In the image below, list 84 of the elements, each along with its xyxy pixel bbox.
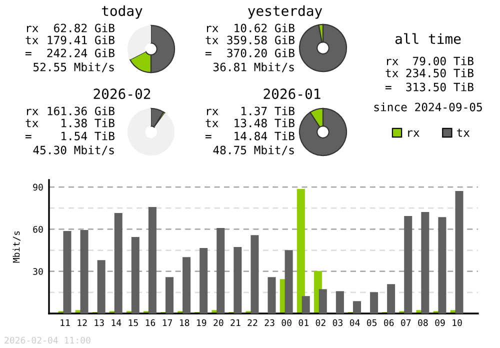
- y-tick-label: 90: [33, 184, 43, 191]
- y-axis-title: Mbit/s: [12, 231, 20, 263]
- x-tick-label: 14: [112, 319, 122, 326]
- x-tick-label: 18: [180, 319, 190, 326]
- y-tick-label: 60: [33, 226, 43, 233]
- x-tick-label: 09: [435, 319, 445, 326]
- text: = 242.24 GiB: [25, 48, 114, 58]
- text: = 313.50 TiB: [385, 82, 474, 92]
- bar: [318, 289, 327, 314]
- bar: [284, 250, 293, 314]
- bar: [63, 231, 72, 314]
- bar: [216, 228, 225, 314]
- donut-slice: [127, 25, 151, 60]
- x-tick-label: 00: [282, 319, 292, 326]
- x-tick-label: 23: [264, 319, 274, 326]
- bar: [182, 257, 191, 314]
- text: tx 359.58 GiB: [206, 36, 294, 44]
- bar: [387, 284, 396, 314]
- text: 36.81 Mbit/s: [213, 62, 294, 72]
- x-tick-label: 13: [94, 319, 104, 326]
- x-tick-label: 03: [332, 319, 342, 326]
- x-tick-label: 21: [230, 319, 240, 326]
- text: 48.75 Mbit/s: [213, 146, 294, 156]
- text: = 1.54 TiB: [25, 132, 114, 140]
- text: tx 13.48 TiB: [206, 118, 294, 128]
- x-tick-label: 01: [298, 319, 308, 326]
- bar: [352, 301, 361, 314]
- x-tick-label: 20: [214, 319, 224, 326]
- text: = 14.84 TiB: [205, 132, 294, 140]
- x-tick-label: 17: [162, 319, 172, 326]
- text: rx 62.82 GiB: [27, 24, 114, 32]
- bar: [148, 206, 156, 314]
- text: rx 79.00 TiB: [387, 56, 474, 66]
- bar: [268, 277, 276, 314]
- text: rx 10.62 GiB: [207, 24, 294, 32]
- text: tx 179.41 GiB: [26, 36, 114, 44]
- donut-slice: [127, 108, 175, 156]
- text: tx 1.38 TiB: [26, 118, 114, 128]
- text: all time: [395, 33, 461, 44]
- chart-title: today: [102, 5, 142, 19]
- x-tick-label: 16: [146, 319, 156, 326]
- bar: [114, 213, 122, 314]
- legend-label: rx: [408, 130, 420, 137]
- x-tick-label: 07: [401, 319, 411, 326]
- x-tick-label: 05: [366, 319, 377, 326]
- bar: [455, 190, 464, 314]
- bar: [97, 260, 106, 314]
- x-tick-label: 02: [316, 319, 326, 326]
- text: 52.55 Mbit/s: [34, 62, 114, 72]
- x-tick-label: 10: [452, 319, 462, 326]
- x-tick-label: 08: [418, 319, 428, 326]
- bar: [80, 230, 88, 314]
- donut-slice: [298, 108, 348, 156]
- bar: [250, 235, 259, 314]
- x-tick-label: 22: [248, 319, 258, 326]
- bar: [296, 188, 305, 314]
- bar: [404, 216, 412, 314]
- x-tick-label: 12: [78, 319, 87, 326]
- text: 45.30 Mbit/s: [33, 146, 114, 156]
- chart-title: yesterday: [248, 5, 322, 19]
- y-tick-label: 30: [33, 268, 43, 275]
- x-tick-label: 04: [350, 319, 360, 326]
- chart-title: 2026-01: [264, 88, 320, 100]
- text: since 2024-09-05: [374, 102, 482, 112]
- chart-title: 2026-02: [94, 88, 150, 100]
- x-tick-label: 06: [384, 319, 394, 326]
- bar: [302, 296, 310, 314]
- legend-label: tx: [457, 128, 470, 137]
- bar: [336, 291, 344, 314]
- text: rx 161.36 GiB: [27, 106, 114, 116]
- bar: [438, 217, 446, 314]
- bar: [421, 212, 430, 314]
- bar: [165, 277, 174, 314]
- bar: [234, 247, 242, 314]
- x-tick-label: 11: [60, 319, 70, 326]
- x-tick-label: 19: [197, 319, 206, 326]
- donut-slice: [298, 24, 348, 72]
- text: tx 234.50 TiB: [386, 68, 474, 78]
- text: = 370.20 GiB: [205, 48, 294, 58]
- bar: [131, 237, 140, 314]
- bar: [200, 248, 208, 314]
- x-tick-label: 15: [128, 319, 138, 326]
- bar: [370, 292, 378, 314]
- text: rx 1.37 TiB: [207, 106, 294, 116]
